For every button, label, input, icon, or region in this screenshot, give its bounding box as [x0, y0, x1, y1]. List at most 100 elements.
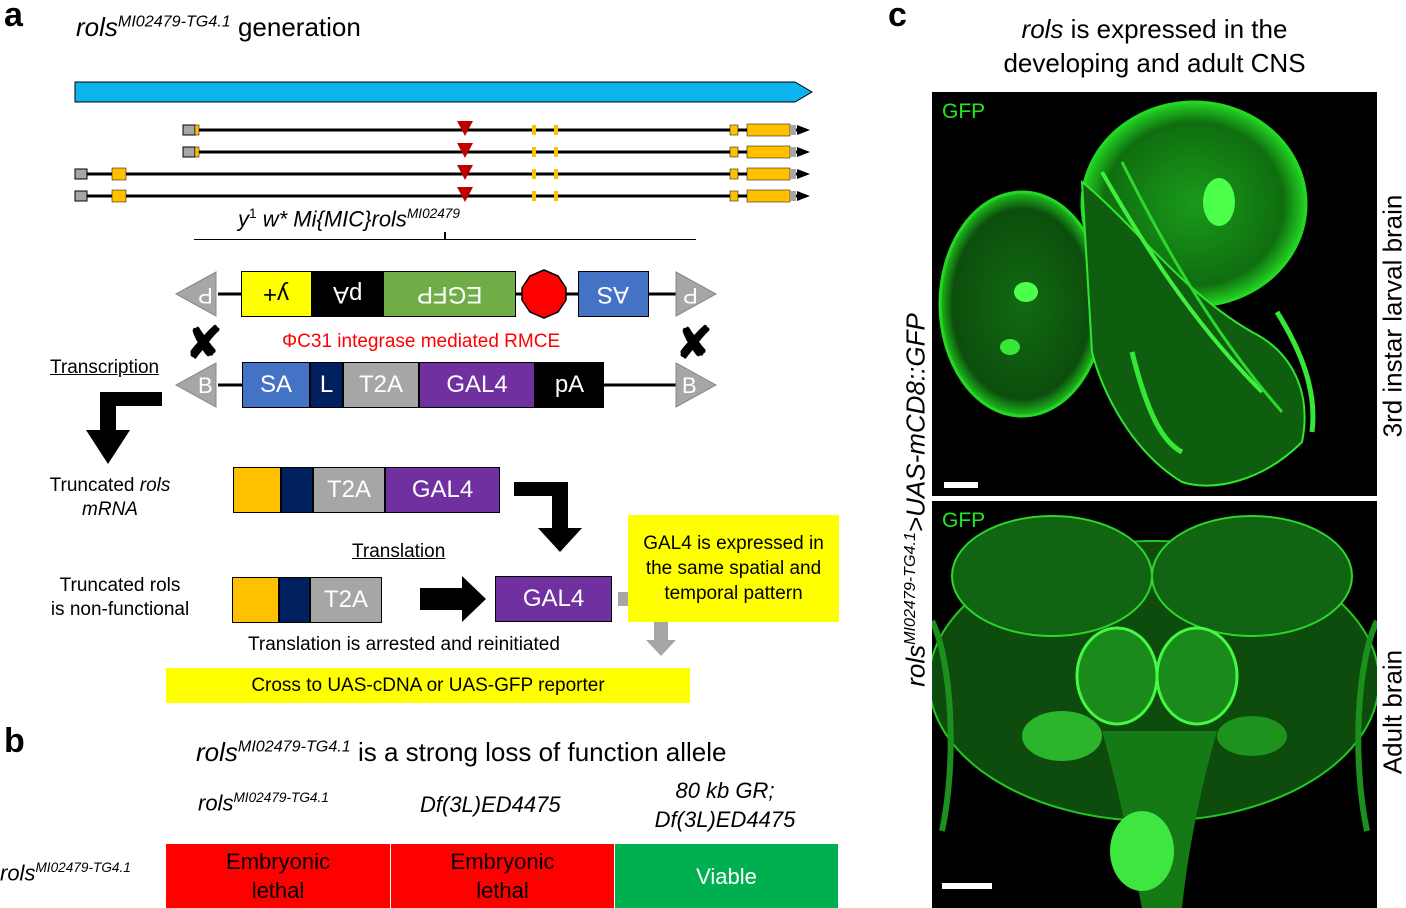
protein-label: Truncated rols is non-functional [30, 574, 210, 622]
pa-box: pA [312, 271, 383, 317]
protein-linker-box [279, 577, 310, 623]
column-header-df: Df(3L)ED4475 [420, 792, 561, 817]
title-gene: rols [196, 737, 238, 767]
larval-brain-graphic [938, 100, 1316, 487]
genotype-sup: MI02479-TG4.1 [900, 532, 919, 645]
transcription-arrow-icon [86, 392, 162, 464]
outcome-text: Embryonic [226, 849, 330, 874]
protein-t2a-box: T2A [310, 577, 382, 623]
row-sup: MI02479-TG4.1 [35, 860, 131, 875]
transcript-4 [74, 189, 810, 203]
arrest-label: Translation is arrested and reinitiated [248, 634, 560, 655]
mrna-label-part: mRNA [82, 499, 138, 520]
gfp-label-top: GFP [942, 100, 986, 123]
outcome-cell-3: Viable [614, 844, 838, 908]
protein-exon-box [232, 577, 279, 623]
transcript-1 [182, 123, 810, 137]
translation-arrow-icon [514, 482, 582, 552]
p-left-text: P [198, 283, 213, 308]
column-header-rescue: 80 kb GR; Df(3L)ED4475 [612, 776, 838, 834]
larval-brain-image: GFP [932, 92, 1377, 496]
egfp-text: EGFP [416, 281, 483, 308]
gal4-expression-note: GAL4 is expressed in the same spatial an… [628, 515, 839, 622]
protein-label-part: is non-functional [50, 599, 190, 620]
title-gene: rols [1021, 14, 1064, 44]
col3-line: Df(3L)ED4475 [654, 807, 796, 832]
pa-text: pA [332, 281, 363, 308]
p-left-shape [174, 271, 217, 317]
genotype-label: rolsMI02479-TG4.1>UAS-mCD8::GFP [901, 313, 932, 687]
insertion-marker-icon [457, 143, 473, 158]
mrna-linker-box [281, 467, 313, 513]
transcript-2 [182, 145, 810, 159]
allele-part: y [238, 206, 249, 232]
b-right-shape [675, 362, 718, 408]
gal4-protein-box: GAL4 [495, 576, 612, 622]
adult-brain-image: GFP [932, 501, 1377, 908]
allele-label: y1 w* Mi{MIC}rolsMI02479 [238, 206, 460, 232]
egfp-box: EGFP [383, 271, 516, 317]
adult-brain-label: Adult brain [1377, 649, 1406, 775]
transcription-label: Transcription [50, 357, 160, 378]
gal4-tail-shape [618, 592, 630, 606]
p-left-label: P [198, 282, 213, 308]
y-plus-box: y+ [241, 271, 312, 317]
gene-model-diagram [74, 81, 813, 240]
allele-sup: 1 [249, 206, 257, 221]
allele-sup: MI02479 [406, 206, 460, 221]
panel-b-title: rolsMI02479-TG4.1 is a strong loss of fu… [196, 737, 727, 768]
p-right-label: P [683, 282, 698, 308]
rols-gene-bar [74, 81, 813, 103]
scale-bar-top [944, 482, 978, 488]
cross-arrow-icon [646, 620, 676, 656]
mrna-gal4-box: GAL4 [385, 467, 500, 513]
rmce-label: ΦC31 integrase mediated RMCE [282, 331, 561, 352]
sa-box: SA [242, 362, 310, 408]
mrna-label-part: rols [139, 475, 171, 496]
linker-box: L [310, 362, 343, 408]
outcome-cell-1: Embryonic lethal [166, 844, 390, 908]
pa-box-2: pA [535, 362, 604, 408]
gal4-box: GAL4 [419, 362, 535, 408]
title-sup: MI02479-TG4.1 [237, 737, 351, 756]
t2a-box: T2A [343, 362, 419, 408]
outcome-text: Viable [696, 863, 757, 889]
outcome-cell-2: Embryonic lethal [390, 844, 614, 908]
as-text: AS [597, 281, 630, 308]
p-right-text: P [683, 283, 698, 308]
mrna-label-part: Truncated [49, 475, 140, 496]
panel-b-letter: b [4, 722, 25, 760]
stop-codon-icon [521, 269, 567, 319]
column-header-rols: rolsMI02479-TG4.1 [198, 790, 329, 816]
insertion-marker-icon [457, 121, 473, 136]
col1-gene: rols [198, 790, 234, 816]
panel-a-letter: a [4, 0, 23, 34]
gfp-label-bottom: GFP [942, 509, 986, 532]
panel-a-title: rolsMI02479-TG4.1 generation [76, 12, 361, 43]
title-rest: is expressed in the [1063, 14, 1288, 44]
row-header-rols: rolsMI02479-TG4.1 [0, 860, 131, 886]
y-plus-text: y+ [263, 281, 290, 308]
protein-label-part: Truncated rols [59, 575, 181, 596]
cross-icon: ✘ [676, 319, 713, 368]
b-right-label: B [682, 373, 697, 398]
p-right-shape [675, 271, 718, 317]
insertion-marker-icon [457, 187, 473, 202]
transcript-3 [74, 167, 810, 181]
title-rest: is a strong loss of function allele [350, 737, 727, 767]
allele-part: w* Mi{MIC}rols [256, 206, 407, 232]
title-sup: MI02479-TG4.1 [117, 12, 231, 31]
reinitiation-arrow-icon [420, 576, 486, 622]
genotype-rest: >UAS-mCD8::GFP [900, 313, 931, 533]
insertion-marker-icon [457, 165, 473, 180]
col3-line: 80 kb GR; [675, 778, 775, 803]
title-line2: developing and adult CNS [1003, 48, 1306, 78]
adult-brain-graphic [932, 515, 1377, 908]
outcome-text: lethal [251, 878, 305, 903]
allele-bracket [194, 232, 696, 240]
row-gene: rols [0, 860, 36, 886]
mrna-label: Truncated rols mRNA [30, 474, 190, 522]
cross-icon: ✘ [186, 319, 223, 368]
cross-note: Cross to UAS-cDNA or UAS-GFP reporter [166, 668, 690, 703]
larval-brain-label: 3rd instar larval brain [1377, 194, 1406, 438]
